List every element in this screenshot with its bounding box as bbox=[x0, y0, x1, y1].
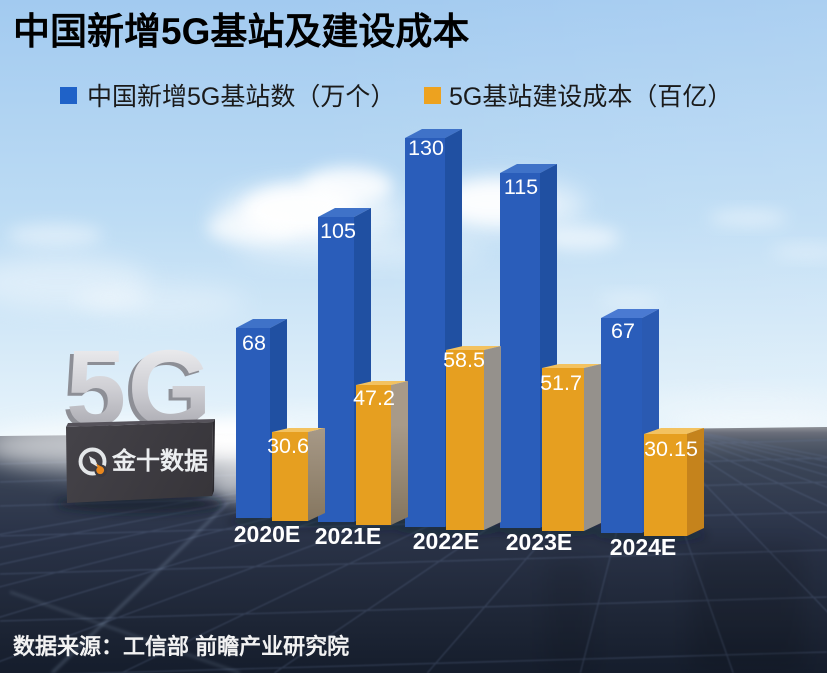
svg-text:115: 115 bbox=[504, 175, 538, 199]
svg-text:68: 68 bbox=[242, 331, 266, 355]
svg-text:2024E: 2024E bbox=[610, 534, 677, 560]
svg-text:105: 105 bbox=[320, 219, 356, 243]
svg-text:金十数据: 金十数据 bbox=[111, 447, 208, 475]
svg-text:数据来源：工信部 前瞻产业研究院: 数据来源：工信部 前瞻产业研究院 bbox=[13, 634, 349, 659]
svg-text:2023E: 2023E bbox=[506, 529, 573, 555]
svg-text:2022E: 2022E bbox=[413, 528, 480, 554]
svg-text:47.2: 47.2 bbox=[353, 386, 395, 410]
svg-text:58.5: 58.5 bbox=[443, 348, 485, 372]
svg-text:2021E: 2021E bbox=[315, 523, 382, 549]
svg-text:30.6: 30.6 bbox=[267, 434, 309, 458]
svg-text:30.15: 30.15 bbox=[644, 437, 698, 461]
svg-text:130: 130 bbox=[408, 136, 444, 160]
svg-text:中国新增5G基站及建设成本: 中国新增5G基站及建设成本 bbox=[13, 11, 469, 52]
svg-text:2020E: 2020E bbox=[234, 521, 301, 547]
svg-text:67: 67 bbox=[611, 319, 635, 343]
svg-text:51.7: 51.7 bbox=[540, 371, 582, 395]
svg-text:5G基站建设成本（百亿）: 5G基站建设成本（百亿） bbox=[449, 83, 732, 111]
svg-text:中国新增5G基站数（万个）: 中国新增5G基站数（万个） bbox=[87, 83, 395, 111]
